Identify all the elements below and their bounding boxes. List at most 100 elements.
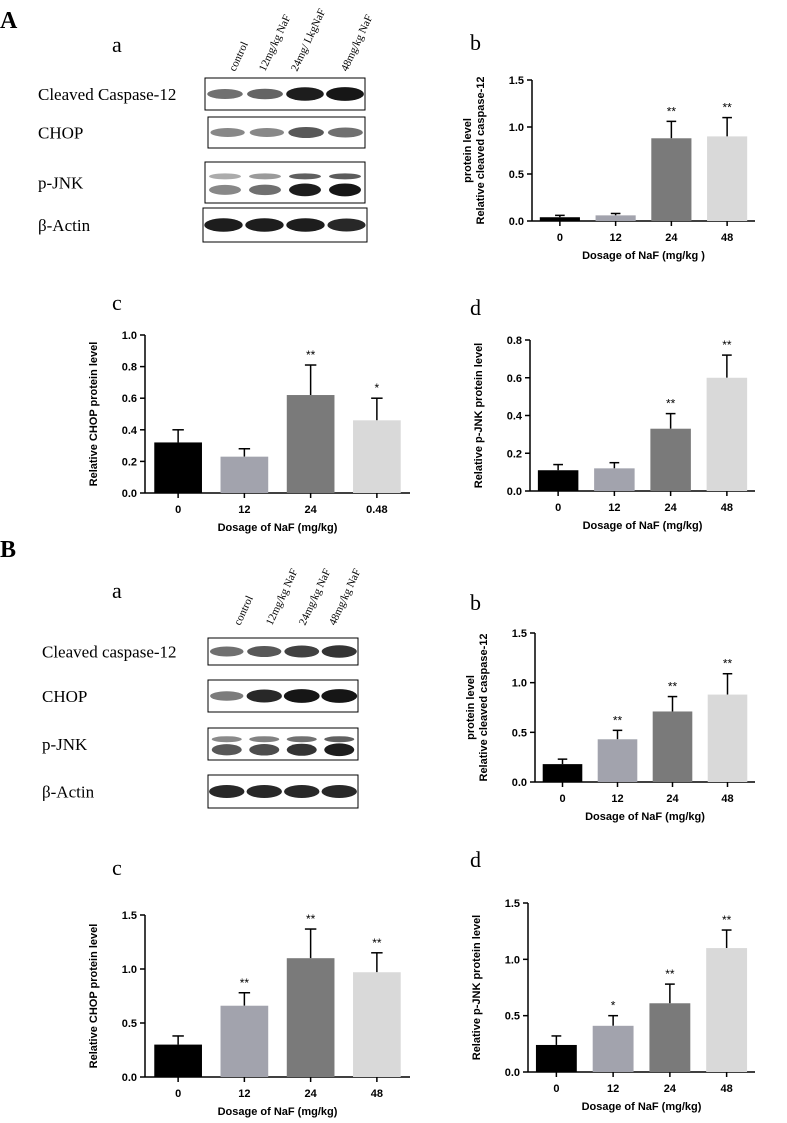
- sub-letter: a: [112, 32, 122, 57]
- bar: [592, 1025, 634, 1072]
- lane-label: 24mg/ LkgNaF: [289, 7, 328, 73]
- bar: [537, 470, 579, 491]
- band: [327, 218, 366, 232]
- band: [249, 128, 285, 137]
- y-tick-label: 0.2: [122, 456, 137, 468]
- y-tick-label: 1.0: [505, 954, 520, 966]
- x-tick-label: 0.48: [366, 504, 387, 516]
- lane-label: control: [232, 594, 256, 627]
- band: [284, 785, 320, 798]
- band: [249, 744, 280, 756]
- band: [284, 645, 320, 658]
- lane-label: control: [227, 40, 251, 73]
- band: [326, 87, 364, 101]
- y-tick-label: 1.5: [505, 898, 520, 910]
- lane-label: 12mg/kg NaF: [257, 13, 294, 73]
- y-tick-label: 0.6: [507, 373, 522, 385]
- bar: [353, 420, 401, 493]
- band: [209, 173, 241, 180]
- bar: [220, 1005, 269, 1077]
- row-label: Cleaved Caspase-12: [38, 85, 176, 104]
- row-label: β-Actin: [42, 783, 95, 802]
- lane-label: 12mg/kg NaF: [264, 567, 301, 627]
- band: [209, 184, 241, 195]
- y-axis-label: protein level: [462, 118, 474, 183]
- significance: **: [240, 976, 250, 990]
- panel-letter: A: [0, 8, 18, 34]
- bar: [220, 456, 269, 493]
- significance: **: [613, 713, 623, 727]
- significance: *: [611, 999, 616, 1013]
- band: [249, 184, 281, 196]
- bar: [154, 1044, 202, 1077]
- significance: **: [306, 912, 316, 926]
- x-tick-label: 12: [238, 504, 250, 516]
- bar: [286, 958, 335, 1077]
- x-tick-label: 12: [610, 232, 622, 244]
- band: [327, 127, 363, 138]
- significance: **: [666, 397, 676, 411]
- bar: [651, 138, 692, 221]
- significance: **: [665, 967, 675, 981]
- x-tick-label: 0: [559, 793, 565, 805]
- band: [211, 736, 242, 743]
- band: [204, 218, 243, 232]
- panel-letter: d: [470, 295, 481, 320]
- sub-letter: a: [112, 578, 122, 603]
- y-tick-label: 0.0: [122, 1072, 137, 1084]
- y-tick-label: 0.5: [122, 1018, 137, 1030]
- x-tick-label: 24: [664, 1083, 677, 1095]
- y-axis-label: Relative cleaved caspase-12: [478, 634, 490, 782]
- x-tick-label: 24: [665, 502, 678, 514]
- y-tick-label: 0.0: [509, 216, 524, 228]
- y-tick-label: 0.4: [122, 425, 138, 437]
- band: [329, 173, 361, 180]
- band: [286, 218, 325, 232]
- band: [329, 183, 361, 197]
- panel-letter: d: [470, 847, 481, 872]
- y-tick-label: 0.5: [509, 169, 524, 181]
- significance: **: [722, 913, 732, 927]
- y-tick-label: 0.6: [122, 393, 137, 405]
- bar: [539, 217, 580, 221]
- y-tick-label: 0.0: [505, 1067, 520, 1079]
- band: [246, 689, 282, 703]
- band: [286, 736, 317, 743]
- y-tick-label: 0.8: [507, 335, 522, 347]
- x-tick-label: 24: [305, 1088, 318, 1100]
- lane-label: 48mg/kg NaF: [339, 13, 376, 73]
- significance: **: [722, 101, 732, 115]
- band: [324, 743, 355, 757]
- x-tick-label: 12: [608, 502, 620, 514]
- bar: [706, 377, 748, 491]
- bar: [595, 215, 636, 221]
- significance: **: [722, 338, 732, 352]
- significance: **: [723, 657, 733, 671]
- x-tick-label: 0: [555, 502, 561, 514]
- band: [321, 689, 358, 703]
- significance: *: [375, 381, 380, 395]
- band: [286, 87, 324, 101]
- y-tick-label: 0.8: [122, 362, 137, 374]
- panel-letter: c: [112, 855, 122, 880]
- band: [283, 689, 320, 703]
- x-axis-label: Dosage of NaF (mg/kg): [582, 1101, 702, 1113]
- y-tick-label: 0.0: [512, 777, 527, 789]
- band: [247, 88, 283, 100]
- band: [211, 744, 242, 756]
- bar: [707, 694, 748, 782]
- band: [249, 736, 280, 743]
- x-tick-label: 0: [175, 1088, 181, 1100]
- y-axis-label: Relative cleaved caspase-12: [475, 77, 487, 225]
- row-label: CHOP: [42, 687, 87, 706]
- bar: [286, 395, 335, 493]
- x-tick-label: 48: [371, 1088, 383, 1100]
- x-tick-label: 0: [175, 504, 181, 516]
- band: [209, 785, 245, 798]
- band: [286, 743, 317, 756]
- x-axis-label: Dosage of NaF (mg/kg ): [582, 250, 705, 262]
- bar: [535, 1044, 577, 1072]
- bar: [594, 468, 635, 491]
- y-tick-label: 1.0: [512, 678, 527, 690]
